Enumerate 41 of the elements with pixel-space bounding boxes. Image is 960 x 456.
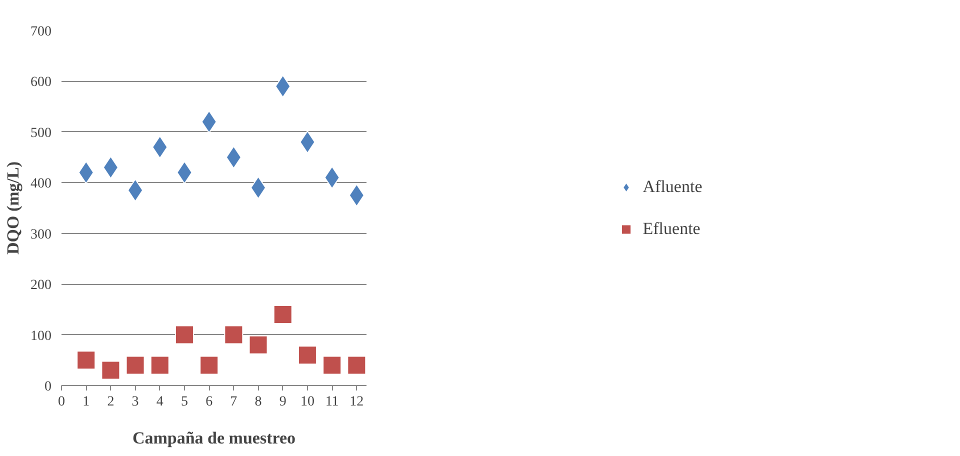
x-tick-label: 7 — [230, 394, 238, 410]
point — [76, 350, 96, 370]
y-tick-label: 300 — [30, 227, 52, 242]
x-axis-title: Campaña de muestreo — [132, 428, 296, 448]
point — [347, 356, 366, 375]
point — [101, 360, 120, 380]
point — [200, 356, 219, 375]
point — [127, 178, 144, 202]
point — [150, 356, 170, 375]
y-tick-label: 0 — [44, 380, 52, 394]
point — [224, 325, 244, 344]
point — [322, 356, 342, 375]
y-tick-label: 400 — [30, 176, 52, 192]
y-tick-label: 200 — [30, 278, 52, 294]
x-tick-label: 2 — [107, 394, 114, 410]
legend-label: Efluente — [642, 218, 700, 238]
y-tick-label: 100 — [30, 328, 52, 344]
x-tick-label: 8 — [254, 394, 262, 410]
x-tick-label: 9 — [279, 394, 286, 410]
x-tick-label: 1 — [82, 394, 90, 410]
point — [226, 146, 242, 169]
point — [250, 176, 266, 200]
point — [174, 325, 194, 344]
point — [102, 156, 119, 179]
point — [126, 356, 145, 375]
point — [273, 305, 292, 324]
point — [248, 335, 268, 354]
x-tick-label: 10 — [300, 394, 314, 410]
x-tick-label: 3 — [132, 394, 139, 410]
x-tick-label: 6 — [206, 394, 213, 410]
legend-label: Afluente — [642, 176, 702, 196]
x-tick-label: 11 — [325, 394, 339, 410]
x-tick-label: 12 — [350, 394, 364, 410]
y-axis-title: DQO (mg/L) — [4, 161, 22, 255]
y-tick-label: 700 — [30, 24, 52, 40]
x-tick-label: 0 — [58, 394, 65, 410]
y-tick-label: 600 — [30, 75, 52, 90]
x-tick-label: 4 — [156, 394, 164, 410]
y-tick-label: 500 — [30, 126, 52, 141]
x-tick-label: 5 — [180, 394, 188, 410]
point — [298, 346, 317, 365]
